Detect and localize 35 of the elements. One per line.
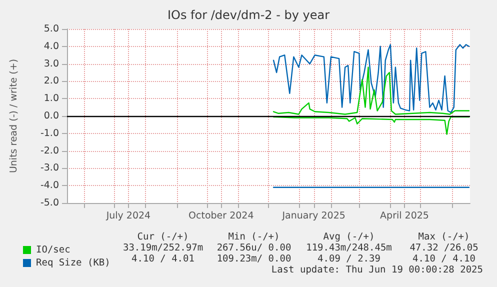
y-tick-label: -1.0 (40, 128, 59, 139)
x-tick-label: July 2024 (105, 210, 151, 222)
y-tick-label: 2.0 (44, 76, 59, 87)
text: Avg (-/+) (323, 232, 375, 242)
text: 4.10 / 4.10 (412, 254, 476, 264)
legend-label: IO/sec (36, 244, 70, 256)
y-tick-label: 3.0 (44, 58, 59, 70)
legend-label: Req Size (KB) (36, 258, 110, 268)
text: Min (-/+) (228, 232, 280, 242)
text: Max (-/+) (418, 232, 470, 242)
x-tick-label: April 2025 (380, 210, 429, 222)
text: 109.23m/ 0.00 (216, 254, 292, 264)
y-tick-label: -2.0 (40, 145, 59, 156)
y-tick-label: 0.0 (44, 110, 59, 122)
line-series (272, 66, 470, 115)
text: 119.43m/248.45m (306, 242, 392, 254)
y-tick-label: -5.0 (40, 198, 59, 208)
text: 4.10 / 4.01 (132, 254, 195, 264)
y-axis-title: Units read (-) / write (+) (8, 58, 20, 174)
text: Cur (-/+) (137, 232, 189, 242)
chart-title: IOs for /dev/dm-2 - by year (167, 8, 330, 22)
y-tick-label: -3.0 (40, 162, 59, 174)
line-series (272, 44, 470, 114)
text: Last update: Thu Jun 19 00:00:28 2025 (271, 264, 484, 276)
y-tick-label: 1.0 (44, 93, 59, 104)
text: 47.32 /26.05 (410, 242, 478, 254)
y-tick-label: -4.0 (40, 180, 59, 192)
line-series (272, 116, 470, 135)
y-tick-label: 4.0 (44, 40, 59, 52)
text: 267.56u/ 0.00 (216, 242, 292, 254)
text: 4.09 / 2.39 (318, 254, 381, 264)
y-tick-label: 5.0 (44, 24, 59, 34)
x-tick-label: October 2024 (188, 210, 254, 222)
text: 33.19m/252.97m (122, 242, 204, 254)
x-tick-label: January 2025 (281, 210, 346, 222)
